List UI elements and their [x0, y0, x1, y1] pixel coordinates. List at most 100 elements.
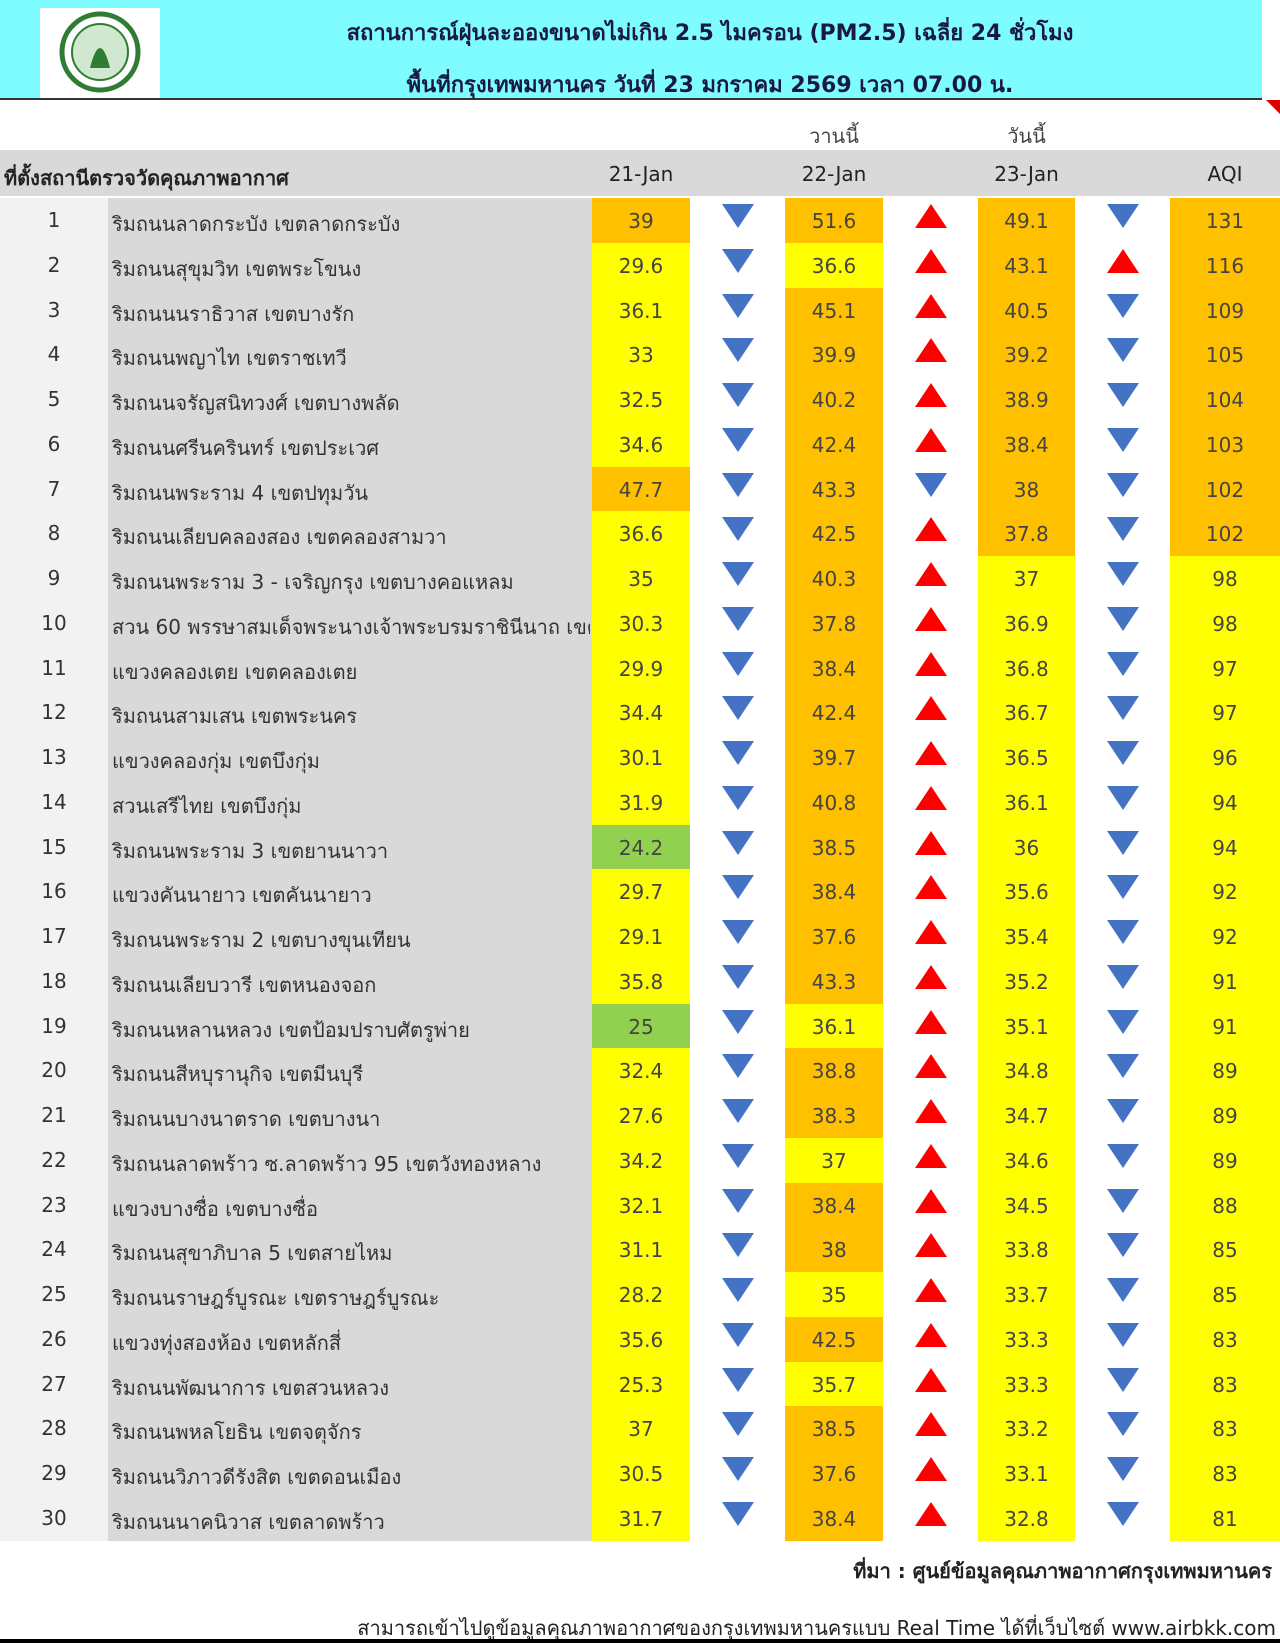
value-cell [592, 645, 690, 691]
arrow-icon [915, 1233, 947, 1258]
row-number: 24 [41, 1237, 67, 1262]
row-number: 25 [41, 1282, 67, 1306]
value: 37.8 [1004, 522, 1049, 547]
col-header: 21-Jan [608, 162, 674, 186]
value-cell [1170, 779, 1280, 825]
arrow-icon [1107, 427, 1139, 452]
value: 33.2 [1004, 1417, 1049, 1442]
arrow-icon [915, 562, 947, 586]
value-cell [592, 1272, 690, 1318]
value: 38.4 [811, 656, 857, 681]
arrow-icon [915, 1367, 947, 1392]
trend-arrow [1106, 1456, 1140, 1482]
value: 83 [1212, 1372, 1238, 1397]
arrow-icon [915, 1278, 947, 1302]
arrow-icon [722, 1099, 754, 1123]
arrow-icon [722, 1322, 754, 1347]
value-cell [1170, 242, 1280, 288]
value-cell [592, 1093, 690, 1139]
trend-arrow [914, 248, 948, 274]
station-name: ริมถนนสุขุมวิท เขตพระโขนง [112, 256, 362, 281]
value: 35 [628, 567, 654, 591]
arrow-icon [1107, 383, 1139, 407]
trend-arrow [914, 695, 948, 721]
station-name: สวน 60 พรรษาสมเด็จพระนางเจ้าพระบรมราชินี… [112, 614, 590, 639]
value-cell [592, 332, 690, 378]
value: 37 [821, 1148, 847, 1173]
value: 38 [1013, 477, 1040, 502]
trend-arrow [1106, 785, 1140, 811]
arrow-icon [1107, 204, 1139, 228]
station-name: แขวงคลองเตย เขตคลองเตย [112, 659, 358, 684]
station-name: สวนเสรีไทย เขตบึงกุ่ม [112, 793, 302, 818]
value: 35 [821, 1283, 847, 1307]
value-cell [1170, 1048, 1280, 1094]
trend-arrow [721, 1188, 755, 1214]
arrow-icon [1107, 1501, 1139, 1526]
value-cell [785, 287, 883, 333]
value: 40.5 [1004, 298, 1049, 323]
arrow-icon [722, 696, 754, 721]
value: 38.9 [1004, 388, 1049, 412]
arrow-icon [722, 1457, 754, 1481]
trend-arrow [1106, 1053, 1140, 1079]
value: 24.2 [618, 835, 664, 860]
value: 37.8 [811, 611, 857, 636]
value-cell [592, 690, 690, 736]
value: 103 [1205, 432, 1245, 457]
arrow-icon [722, 1054, 754, 1079]
value: 32.4 [618, 1059, 664, 1084]
trend-arrow [914, 1232, 948, 1258]
value: 30.3 [618, 611, 664, 636]
arrow-icon [1107, 920, 1139, 944]
station-name: แขวงบางซื่อ เขตบางซื่อ [112, 1196, 318, 1221]
value-cell [592, 1227, 690, 1273]
value-cell [785, 1451, 883, 1497]
value-cell [785, 958, 883, 1004]
arrow-icon [1107, 1322, 1139, 1347]
value: 34.6 [1004, 1148, 1049, 1173]
row-number: 18 [41, 968, 67, 993]
trend-arrow [1106, 248, 1140, 274]
value: 49.1 [1004, 209, 1049, 233]
value-cell [592, 1182, 690, 1228]
value: 89 [1212, 1104, 1238, 1128]
arrow-icon [1107, 830, 1139, 855]
value-cell [1170, 1093, 1280, 1139]
value-cell [592, 556, 690, 602]
value-cell [1170, 556, 1280, 602]
yesterday-label: วานนี้ [809, 124, 859, 148]
arrow-icon [722, 338, 754, 363]
value-cell [785, 690, 883, 736]
value: 38.4 [811, 1506, 857, 1531]
trend-arrow [721, 651, 755, 677]
value-cell [785, 824, 883, 870]
arrow-icon [1107, 472, 1139, 497]
row-number: 12 [41, 700, 67, 725]
trend-arrow [1106, 1188, 1140, 1214]
value-cell [592, 779, 690, 825]
value: 35.8 [618, 969, 664, 994]
station-header: ที่ตั้งสถานีตรวจวัดคุณภาพอากาศ [4, 166, 289, 190]
value: 29.6 [618, 253, 664, 278]
trend-arrow [914, 516, 948, 542]
arrow-icon [722, 293, 754, 318]
trend-arrow [1106, 1232, 1140, 1258]
value: 83 [1212, 1417, 1238, 1442]
trend-arrow [721, 1367, 755, 1393]
value: 33.8 [1004, 1238, 1049, 1263]
arrow-icon [915, 741, 947, 765]
value: 25.3 [618, 1372, 664, 1397]
station-name: ริมถนนจรัญสนิทวงศ์ เขตบางพลัด [112, 391, 400, 415]
trend-arrow [914, 1322, 948, 1348]
logo [59, 11, 141, 93]
trend-arrow [1106, 651, 1140, 677]
station-name: ริมถนนพัฒนาการ เขตสวนหลวง [112, 1375, 390, 1400]
station-column [108, 198, 592, 1541]
row-number: 27 [41, 1371, 67, 1396]
trend-arrow [1106, 1009, 1140, 1035]
arrow-icon [915, 964, 947, 989]
value-cell [978, 958, 1075, 1004]
trend-arrow [914, 203, 948, 229]
row-number: 6 [47, 431, 61, 456]
